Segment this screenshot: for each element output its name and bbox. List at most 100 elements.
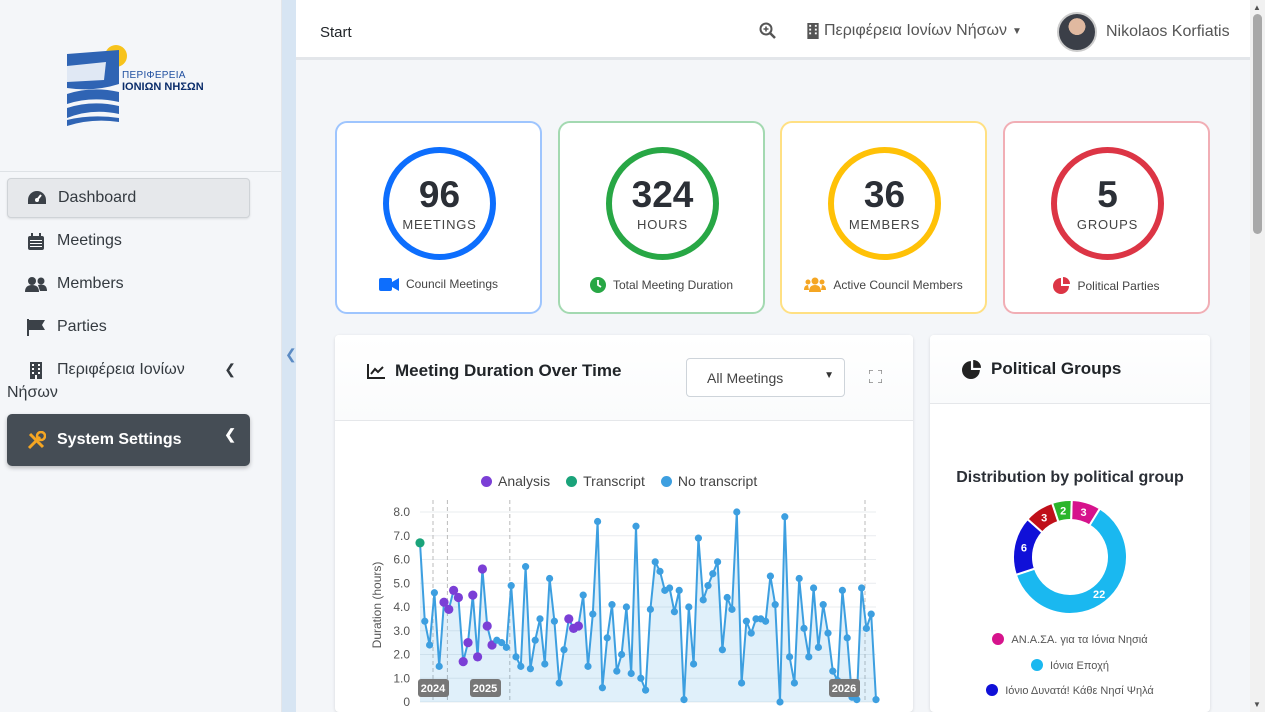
data-point[interactable] [444,604,454,614]
data-point[interactable] [771,601,779,609]
data-point[interactable] [421,617,429,625]
data-point[interactable] [522,563,530,571]
data-point[interactable] [795,574,803,583]
donut-slice[interactable] [1014,507,1128,615]
data-point[interactable] [536,615,544,623]
sidebar-item-meetings[interactable]: Meetings [7,221,250,261]
sidebar-item-parties[interactable]: Parties [7,307,250,347]
data-point[interactable] [603,634,611,642]
data-point[interactable] [517,662,525,670]
data-point[interactable] [632,522,640,530]
data-point[interactable] [824,629,832,637]
meeting-filter-select[interactable]: All Meetings ▼ [686,358,845,397]
sidebar-item-dashboard[interactable]: Dashboard [7,178,250,218]
data-point[interactable] [435,662,443,670]
data-point[interactable] [651,558,659,566]
duration-line-chart[interactable]: 0 1.0 2.0 3.0 4.0 5.0 6.0 7.0 8.0 Duration (hours… [335,335,913,712]
scroll-thumb[interactable] [1253,14,1262,234]
data-point[interactable] [829,667,837,675]
data-point[interactable] [690,660,698,668]
data-point[interactable] [468,590,478,600]
data-point[interactable] [618,650,626,659]
data-point[interactable] [766,572,774,580]
data-point[interactable] [458,657,468,667]
data-point[interactable] [564,614,574,624]
sidebar-item-region[interactable]: Περιφέρεια Ιονίων Νήσων ❮ [7,350,250,408]
data-point[interactable] [584,662,592,670]
stat-card-hours[interactable]: 324 HOURS Total Meeting Duration [558,121,765,314]
data-point[interactable] [573,621,583,631]
data-point[interactable] [622,603,630,611]
data-point[interactable] [579,591,587,599]
data-point[interactable] [699,596,707,604]
data-point[interactable] [666,584,674,592]
data-point[interactable] [670,608,678,616]
stat-card-groups[interactable]: 5 GROUPS Political Parties [1003,121,1210,314]
data-point[interactable] [560,646,568,654]
data-point[interactable] [786,653,794,661]
page-scrollbar[interactable]: ▲ ▼ [1250,0,1265,712]
pie-legend-item[interactable]: ΑΝ.Α.ΣΑ. για τα Ιόνια Νησιά [930,633,1210,646]
data-point[interactable] [790,679,798,687]
data-point[interactable] [714,558,722,566]
data-point[interactable] [762,617,770,625]
data-point[interactable] [838,586,846,594]
pie-legend-item[interactable]: Ιόνια Εποχή [930,659,1210,672]
data-point[interactable] [733,508,741,516]
avatar[interactable] [1057,12,1097,52]
data-point[interactable] [694,534,702,542]
data-point[interactable] [555,679,563,687]
data-point[interactable] [613,667,621,675]
data-point[interactable] [430,589,438,597]
data-point[interactable] [814,643,822,651]
data-point[interactable] [723,593,731,602]
data-point[interactable] [776,698,784,706]
data-point[interactable] [858,584,866,592]
data-point[interactable] [738,679,746,687]
data-point[interactable] [507,582,515,590]
data-point[interactable] [718,646,726,654]
data-point[interactable] [546,574,554,583]
data-point[interactable] [463,638,473,648]
pie-legend-item[interactable]: Ιόνιο Δυνατά! Κάθε Νησί Ψηλά [930,684,1210,697]
data-point[interactable] [819,601,827,609]
region-logo[interactable] [64,44,214,126]
scroll-up-icon[interactable]: ▲ [1253,3,1261,12]
data-point[interactable] [453,592,463,603]
data-point[interactable] [477,564,487,574]
scroll-down-icon[interactable]: ▼ [1253,700,1261,709]
data-point[interactable] [675,586,683,594]
legend-item-transcript[interactable]: Transcript [566,473,645,489]
data-point[interactable] [482,621,492,631]
data-point[interactable] [627,669,635,678]
data-point[interactable] [656,567,664,575]
data-point[interactable] [704,582,712,590]
data-point[interactable] [728,605,736,613]
sidebar-item-system-settings[interactable]: System Settings ❮ [7,414,250,466]
data-point[interactable] [512,653,520,661]
data-point[interactable] [598,684,606,692]
sidebar-item-members[interactable]: Members [7,264,250,304]
data-point[interactable] [805,653,813,661]
data-point[interactable] [867,610,875,618]
sidebar-collapse-bar[interactable] [282,0,296,712]
region-dropdown[interactable]: Περιφέρεια Ιονίων Νήσων ▼ [807,22,1022,40]
data-point[interactable] [531,636,539,644]
data-point[interactable] [550,617,558,625]
user-name[interactable]: Nikolaos Korfiatis [1106,23,1230,40]
data-point[interactable] [449,585,459,595]
data-point[interactable] [637,674,645,682]
data-point[interactable] [594,517,602,526]
data-point[interactable] [781,513,789,521]
data-point[interactable] [541,660,549,668]
data-point[interactable] [709,570,717,578]
data-point[interactable] [843,634,851,642]
collapse-sidebar-icon[interactable]: ❮ [285,346,297,362]
data-point[interactable] [473,652,483,662]
data-point[interactable] [862,624,871,632]
data-point[interactable] [415,538,425,548]
donut-slice[interactable] [1050,500,1073,524]
data-point[interactable] [810,584,818,592]
data-point[interactable] [642,686,650,694]
data-point[interactable] [680,696,688,704]
